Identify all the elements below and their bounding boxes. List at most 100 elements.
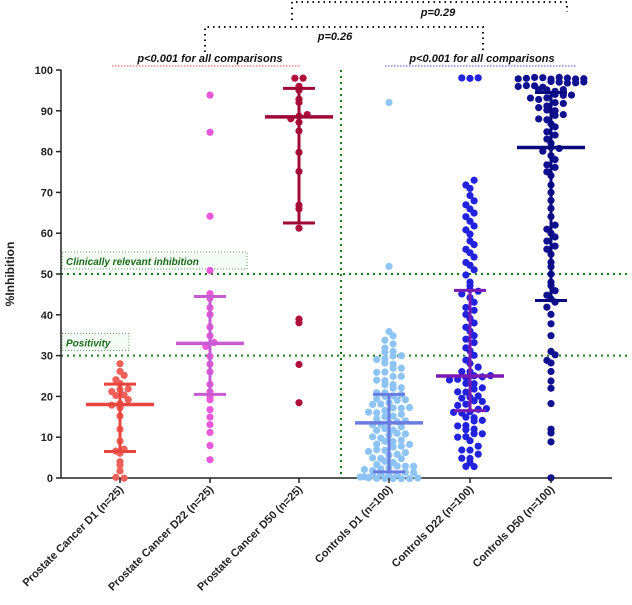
pvalue-label-d50: p=0.29 <box>420 7 456 19</box>
data-point <box>551 131 559 139</box>
data-point <box>547 332 555 340</box>
data-point <box>120 474 128 482</box>
data-point <box>381 381 389 389</box>
data-point <box>373 426 381 434</box>
data-point <box>470 266 478 274</box>
data-point <box>551 287 559 295</box>
data-point <box>206 441 214 450</box>
data-point <box>397 475 405 483</box>
data-point <box>381 446 389 454</box>
data-point <box>478 416 486 424</box>
category-label: Controls D22 (n=100) <box>390 483 477 570</box>
data-point <box>381 457 389 465</box>
data-point <box>299 74 307 82</box>
data-point <box>567 91 576 99</box>
data-point <box>369 454 377 462</box>
data-point <box>470 462 478 471</box>
reference-line-label-box <box>61 333 130 352</box>
data-point <box>116 360 124 368</box>
data-point <box>124 385 132 393</box>
data-point <box>555 78 563 86</box>
data-point <box>397 404 405 412</box>
data-point <box>458 290 466 298</box>
data-point <box>539 74 547 82</box>
data-point <box>397 455 405 463</box>
data-point <box>393 429 401 437</box>
data-point <box>381 348 389 356</box>
data-point <box>381 425 389 433</box>
data-point <box>462 335 470 343</box>
data-point <box>397 364 405 372</box>
data-point <box>381 413 389 421</box>
data-point <box>470 222 478 230</box>
data-point <box>381 336 389 344</box>
data-point <box>470 430 478 438</box>
y-tick-label: 0 <box>47 473 53 485</box>
data-point <box>381 437 389 445</box>
data-point <box>397 372 405 380</box>
data-point <box>112 391 120 400</box>
y-tick-label: 80 <box>41 147 53 159</box>
data-point <box>470 417 478 425</box>
data-point <box>462 426 470 434</box>
pvalue-label-d22: p=0.26 <box>317 31 353 43</box>
data-point <box>470 319 478 327</box>
data-point <box>466 437 474 445</box>
y-axis-label: %Inhibition <box>3 242 17 307</box>
data-point <box>389 443 397 451</box>
data-point <box>522 74 531 82</box>
data-point <box>474 450 482 458</box>
data-point <box>364 474 373 482</box>
data-point <box>543 128 551 136</box>
data-point <box>559 99 567 108</box>
data-point <box>295 360 303 369</box>
data-point <box>389 340 397 348</box>
data-point <box>454 401 462 410</box>
data-point <box>551 111 559 120</box>
y-tick-label: 90 <box>41 106 53 118</box>
data-point <box>547 320 555 328</box>
data-point <box>547 400 555 408</box>
comparison-bracket-d50 <box>291 1 568 20</box>
data-point <box>206 396 214 404</box>
data-point <box>381 368 389 376</box>
data-point <box>373 446 381 454</box>
data-point <box>474 442 482 450</box>
data-point <box>385 262 393 270</box>
pvalue-label-prostate: p<0.001 for all comparisons <box>136 53 282 65</box>
data-point <box>522 81 531 90</box>
data-points <box>108 73 588 483</box>
data-point <box>551 233 559 241</box>
data-point <box>543 161 551 169</box>
data-point <box>389 404 397 412</box>
data-point <box>531 73 539 82</box>
data-point <box>547 377 555 385</box>
data-point <box>373 395 381 403</box>
data-point <box>206 128 214 136</box>
data-point <box>373 409 381 417</box>
data-point <box>466 230 474 238</box>
data-point <box>295 224 303 232</box>
data-point <box>397 410 405 418</box>
data-point <box>389 412 397 420</box>
data-point <box>385 98 393 107</box>
category-label: Prostate Cancer D1 (n=25) <box>21 483 127 589</box>
data-point <box>551 221 559 229</box>
data-point <box>466 74 474 82</box>
data-point <box>206 428 214 437</box>
data-point <box>551 163 559 171</box>
data-point <box>458 394 466 402</box>
data-point <box>462 271 470 279</box>
data-point <box>462 379 470 388</box>
data-point <box>547 429 555 437</box>
data-point <box>291 74 299 82</box>
data-point <box>454 388 462 396</box>
data-point <box>124 396 132 404</box>
data-point <box>389 474 397 483</box>
data-point <box>373 415 381 423</box>
data-point <box>360 465 368 474</box>
data-point <box>470 298 478 306</box>
data-point <box>116 461 124 469</box>
data-point <box>470 380 478 388</box>
data-point <box>547 77 555 86</box>
